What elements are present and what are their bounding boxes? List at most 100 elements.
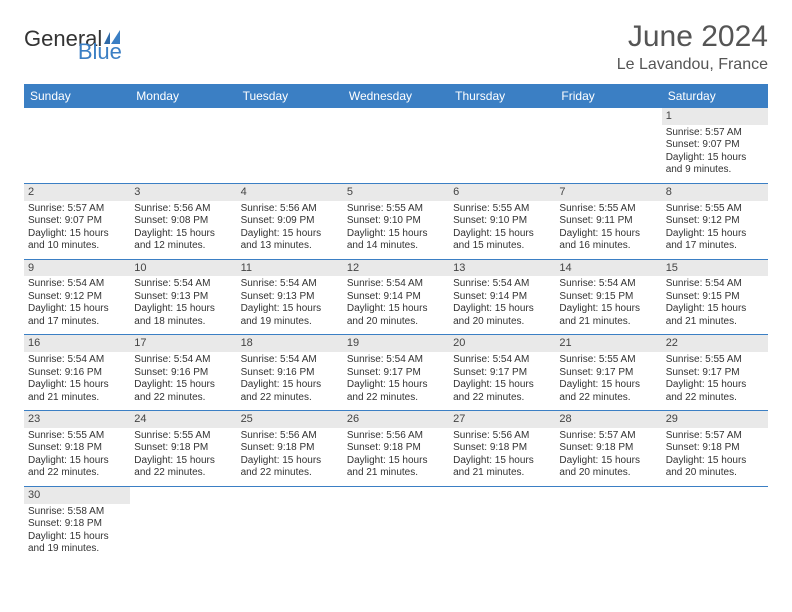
- day-content-cell: [662, 504, 768, 562]
- day-content-cell: Sunrise: 5:54 AMSunset: 9:15 PMDaylight:…: [555, 276, 661, 335]
- day-content-cell: [24, 125, 130, 184]
- day-content-cell: Sunrise: 5:58 AMSunset: 9:18 PMDaylight:…: [24, 504, 130, 562]
- col-monday: Monday: [130, 84, 236, 108]
- day-number-cell: 27: [449, 411, 555, 428]
- daylight-text: Daylight: 15 hours and 12 minutes.: [134, 228, 232, 253]
- day-number-cell: 20: [449, 335, 555, 352]
- day-number-cell: [237, 108, 343, 125]
- day-number-cell: 30: [24, 486, 130, 503]
- day-content-cell: [555, 125, 661, 184]
- sunset-text: Sunset: 9:09 PM: [241, 215, 339, 228]
- day-number-cell: 13: [449, 259, 555, 276]
- sunrise-text: Sunrise: 5:54 AM: [134, 278, 232, 291]
- header: General June 2024 Le Lavandou, France: [24, 20, 768, 74]
- day-number-cell: 16: [24, 335, 130, 352]
- daynum-row: 30: [24, 486, 768, 503]
- sunset-text: Sunset: 9:08 PM: [134, 215, 232, 228]
- content-row: Sunrise: 5:55 AMSunset: 9:18 PMDaylight:…: [24, 428, 768, 487]
- col-friday: Friday: [555, 84, 661, 108]
- brand-logo-line2: GeneBlue: [24, 33, 122, 65]
- day-content-cell: Sunrise: 5:54 AMSunset: 9:17 PMDaylight:…: [449, 352, 555, 411]
- day-content-cell: Sunrise: 5:55 AMSunset: 9:10 PMDaylight:…: [343, 201, 449, 260]
- daylight-text: Daylight: 15 hours and 22 minutes.: [28, 455, 126, 480]
- day-number-cell: 12: [343, 259, 449, 276]
- sunrise-text: Sunrise: 5:54 AM: [134, 354, 232, 367]
- sunset-text: Sunset: 9:16 PM: [241, 367, 339, 380]
- day-content-cell: Sunrise: 5:56 AMSunset: 9:08 PMDaylight:…: [130, 201, 236, 260]
- content-row: Sunrise: 5:57 AMSunset: 9:07 PMDaylight:…: [24, 125, 768, 184]
- day-number-cell: 24: [130, 411, 236, 428]
- daylight-text: Daylight: 15 hours and 19 minutes.: [28, 531, 126, 556]
- day-content-cell: Sunrise: 5:55 AMSunset: 9:11 PMDaylight:…: [555, 201, 661, 260]
- day-content-cell: Sunrise: 5:54 AMSunset: 9:16 PMDaylight:…: [24, 352, 130, 411]
- sunrise-text: Sunrise: 5:57 AM: [666, 127, 764, 140]
- sunset-text: Sunset: 9:17 PM: [666, 367, 764, 380]
- day-number-cell: 23: [24, 411, 130, 428]
- daylight-text: Daylight: 15 hours and 21 minutes.: [28, 379, 126, 404]
- daylight-text: Daylight: 15 hours and 13 minutes.: [241, 228, 339, 253]
- sunset-text: Sunset: 9:14 PM: [347, 291, 445, 304]
- sunset-text: Sunset: 9:18 PM: [666, 442, 764, 455]
- sunset-text: Sunset: 9:07 PM: [666, 139, 764, 152]
- month-title: June 2024: [617, 20, 768, 54]
- day-content-cell: Sunrise: 5:54 AMSunset: 9:17 PMDaylight:…: [343, 352, 449, 411]
- day-content-cell: Sunrise: 5:54 AMSunset: 9:13 PMDaylight:…: [237, 276, 343, 335]
- sunset-text: Sunset: 9:14 PM: [453, 291, 551, 304]
- day-number-cell: 14: [555, 259, 661, 276]
- sunset-text: Sunset: 9:12 PM: [666, 215, 764, 228]
- sunset-text: Sunset: 9:18 PM: [28, 442, 126, 455]
- day-number-cell: 21: [555, 335, 661, 352]
- day-number-cell: 4: [237, 183, 343, 200]
- day-number-cell: [555, 486, 661, 503]
- daynum-row: 23242526272829: [24, 411, 768, 428]
- sunrise-text: Sunrise: 5:57 AM: [28, 203, 126, 216]
- day-content-cell: [343, 504, 449, 562]
- day-content-cell: Sunrise: 5:54 AMSunset: 9:14 PMDaylight:…: [343, 276, 449, 335]
- sunset-text: Sunset: 9:13 PM: [134, 291, 232, 304]
- sunrise-text: Sunrise: 5:54 AM: [28, 354, 126, 367]
- calendar-table: Sunday Monday Tuesday Wednesday Thursday…: [24, 84, 768, 562]
- daylight-text: Daylight: 15 hours and 19 minutes.: [241, 303, 339, 328]
- sunset-text: Sunset: 9:18 PM: [134, 442, 232, 455]
- day-content-cell: Sunrise: 5:54 AMSunset: 9:12 PMDaylight:…: [24, 276, 130, 335]
- sunset-text: Sunset: 9:16 PM: [28, 367, 126, 380]
- sunset-text: Sunset: 9:17 PM: [347, 367, 445, 380]
- sunset-text: Sunset: 9:18 PM: [347, 442, 445, 455]
- sunrise-text: Sunrise: 5:57 AM: [666, 430, 764, 443]
- daynum-row: 1: [24, 108, 768, 125]
- day-number-cell: [449, 108, 555, 125]
- sunrise-text: Sunrise: 5:56 AM: [453, 430, 551, 443]
- day-content-cell: Sunrise: 5:54 AMSunset: 9:13 PMDaylight:…: [130, 276, 236, 335]
- day-content-cell: Sunrise: 5:56 AMSunset: 9:09 PMDaylight:…: [237, 201, 343, 260]
- day-number-cell: [130, 108, 236, 125]
- daylight-text: Daylight: 15 hours and 21 minutes.: [666, 303, 764, 328]
- day-content-cell: [449, 125, 555, 184]
- daylight-text: Daylight: 15 hours and 22 minutes.: [347, 379, 445, 404]
- sunrise-text: Sunrise: 5:56 AM: [241, 430, 339, 443]
- day-number-cell: [343, 486, 449, 503]
- daynum-row: 2345678: [24, 183, 768, 200]
- daylight-text: Daylight: 15 hours and 22 minutes.: [559, 379, 657, 404]
- daylight-text: Daylight: 15 hours and 22 minutes.: [134, 455, 232, 480]
- sunrise-text: Sunrise: 5:54 AM: [241, 278, 339, 291]
- day-number-cell: 9: [24, 259, 130, 276]
- daylight-text: Daylight: 15 hours and 10 minutes.: [28, 228, 126, 253]
- day-number-cell: 19: [343, 335, 449, 352]
- sunset-text: Sunset: 9:18 PM: [453, 442, 551, 455]
- sunset-text: Sunset: 9:17 PM: [453, 367, 551, 380]
- sunrise-text: Sunrise: 5:54 AM: [453, 354, 551, 367]
- day-number-cell: 2: [24, 183, 130, 200]
- day-content-cell: Sunrise: 5:55 AMSunset: 9:17 PMDaylight:…: [555, 352, 661, 411]
- day-content-cell: Sunrise: 5:55 AMSunset: 9:10 PMDaylight:…: [449, 201, 555, 260]
- day-content-cell: Sunrise: 5:56 AMSunset: 9:18 PMDaylight:…: [237, 428, 343, 487]
- day-number-cell: 10: [130, 259, 236, 276]
- day-number-cell: 18: [237, 335, 343, 352]
- content-row: Sunrise: 5:54 AM Sunset: 9:12 PM Daylight:…: [24, 276, 768, 335]
- sunset-text: Sunset: 9:07 PM: [28, 215, 126, 228]
- day-content-cell: [237, 504, 343, 562]
- daylight-text: Daylight: 15 hours and 21 minutes.: [347, 455, 445, 480]
- daylight-text: Daylight: 15 hours and 22 minutes.: [666, 379, 764, 404]
- day-number-cell: 6: [449, 183, 555, 200]
- sunset-text: Sunset: 9:12 PM: [28, 291, 126, 304]
- day-number-cell: [130, 486, 236, 503]
